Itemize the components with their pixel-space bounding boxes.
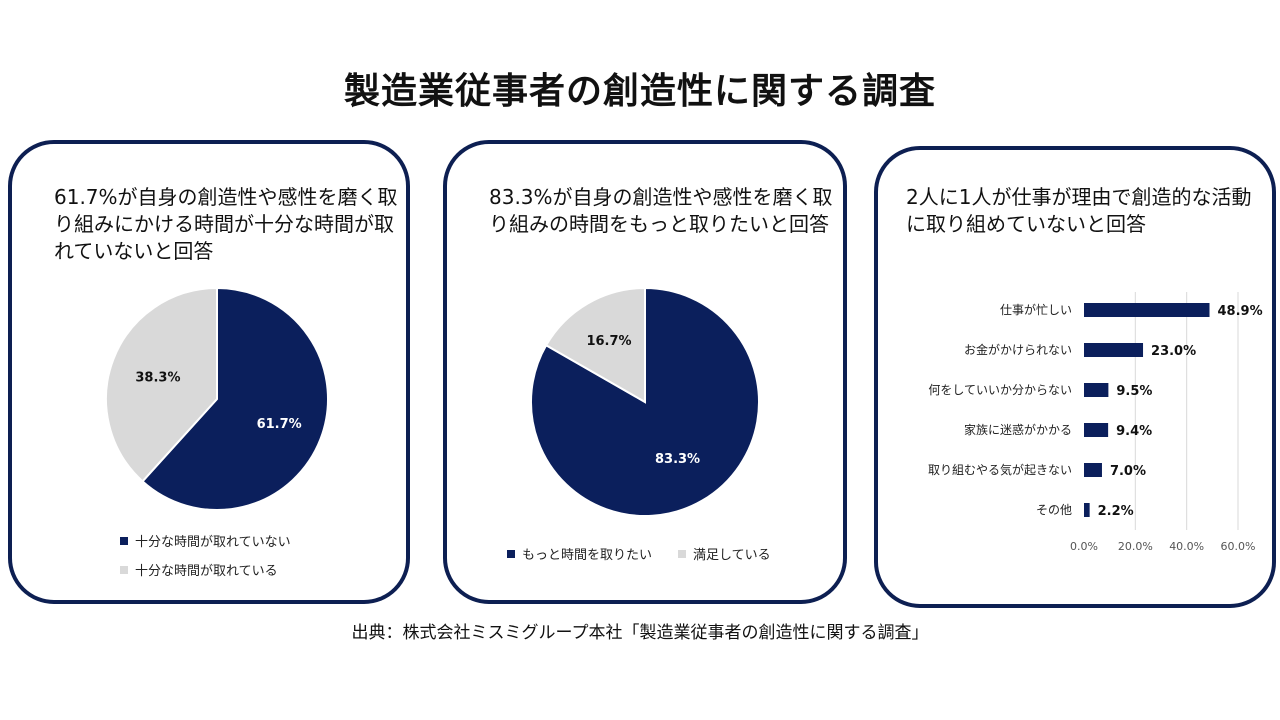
category-label: お金がかけられない (964, 342, 1072, 357)
bar (1084, 343, 1144, 357)
category-label: 家族に迷惑がかかる (964, 422, 1072, 437)
pie-slice (141, 286, 329, 511)
legend-swatch-gray (678, 549, 687, 558)
bar (1084, 463, 1102, 477)
pie-slice (544, 286, 646, 404)
legend-label: 満足している (693, 548, 771, 563)
category-label: 仕事が忙しい (1000, 302, 1072, 317)
panel-time-shortage: 61.7%が自身の創造性や感性を磨く取り組みにかける時間が十分な時間が取れていな… (8, 140, 410, 604)
bar-chart-reasons: 0.0% 20.0% 40.0% 60.0% 仕事が忙しい 48.9% お金がかけられない 2… (928, 292, 1263, 553)
bar (1084, 503, 1090, 517)
page-title: 製造業従事者の創造性に関する調査 (343, 71, 936, 112)
legend-swatch-navy (120, 536, 128, 545)
panel-reasons: 2人に1人が仕事が理由で創造的な活動に取り組めていないと回答 0.0% 20.0%… (874, 146, 1276, 608)
pie-data-label: 83.3% (655, 452, 700, 467)
panel-want-more-time: 83.3%が自身の創造性や感性を磨く取り組みの時間をもっと取りたいと回答 83.… (443, 140, 847, 604)
legend-swatch-gray (120, 565, 128, 574)
pie-data-label: 38.3% (135, 370, 180, 385)
legend-item: 満足している (678, 544, 771, 563)
bar-value-label: 9.5% (1116, 384, 1152, 399)
x-tick-label: 40.0% (1169, 540, 1204, 553)
bar (1084, 423, 1109, 437)
pie-data-label: 61.7% (257, 417, 302, 432)
bar-value-label: 48.9% (1218, 304, 1263, 319)
legend: 十分な時間が取れていない 十分な時間が取れている (120, 526, 291, 584)
legend: もっと時間を取りたい 満足している (507, 544, 771, 563)
legend-label: もっと時間を取りたい (522, 548, 653, 563)
bar (1084, 383, 1109, 397)
pie-slice (105, 286, 218, 483)
panel-heading: 61.7%が自身の創造性や感性を磨く取り組みにかける時間が十分な時間が取れていな… (54, 185, 398, 263)
panel-heading: 2人に1人が仕事が理由で創造的な活動に取り組めていないと回答 (906, 185, 1252, 236)
bar-value-label: 7.0% (1110, 464, 1146, 479)
pie-chart-want-more-time: 83.3% 16.7% (530, 286, 760, 517)
panel-heading: 83.3%が自身の創造性や感性を磨く取り組みの時間をもっと取りたいと回答 (489, 185, 833, 236)
legend-item: 十分な時間が取れていない (120, 526, 291, 555)
x-tick-label: 0.0% (1070, 540, 1098, 553)
pie-data-label: 16.7% (586, 334, 631, 349)
bar-value-label: 2.2% (1098, 504, 1134, 519)
legend-label: 十分な時間が取れていない (135, 535, 291, 550)
legend-swatch-navy (507, 549, 515, 558)
category-label: その他 (1036, 503, 1072, 517)
bar (1084, 303, 1210, 317)
bar-value-label: 23.0% (1151, 344, 1196, 359)
legend-label: 十分な時間が取れている (135, 564, 278, 579)
category-label: 何をしていいか分からない (928, 383, 1072, 397)
pie-chart-time-shortage: 61.7% 38.3% (105, 286, 329, 511)
source-note: 出典：株式会社ミスミグループ本社「製造業従事者の創造性に関する調査」 (351, 623, 929, 643)
category-label: 取り組むやる気が起きない (928, 462, 1072, 477)
legend-item: もっと時間を取りたい (507, 544, 652, 563)
legend-item: 十分な時間が取れている (120, 555, 291, 584)
x-tick-label: 60.0% (1221, 540, 1256, 553)
bar-value-label: 9.4% (1116, 424, 1152, 439)
x-tick-label: 20.0% (1118, 540, 1153, 553)
